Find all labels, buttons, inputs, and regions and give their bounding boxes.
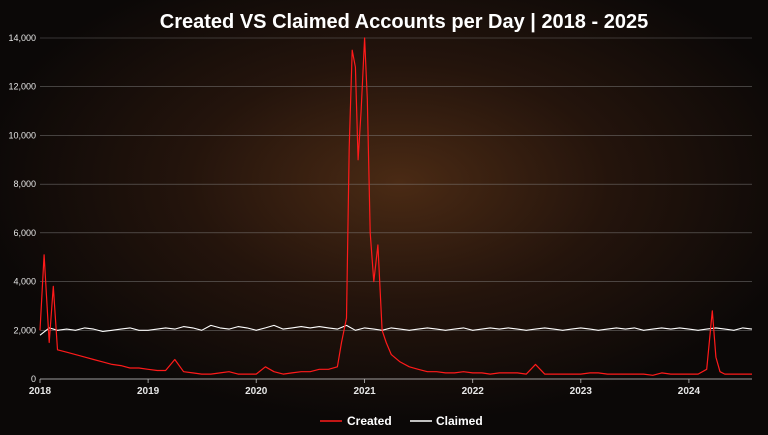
x-tick-label: 2021	[353, 386, 376, 397]
x-tick-label: 2022	[462, 386, 485, 397]
x-tick-label: 2019	[137, 386, 160, 397]
y-tick-label: 10,000	[8, 130, 36, 140]
y-tick-label: 0	[31, 374, 36, 384]
chart-title: Created VS Claimed Accounts per Day | 20…	[160, 11, 648, 33]
series-line-created	[39, 37, 752, 376]
x-axis-ticks: 2018 2019 2020 2021 2022 2023 2024	[29, 379, 701, 397]
y-tick-label: 12,000	[8, 82, 36, 92]
y-tick-label: 14,000	[8, 33, 36, 43]
legend-label-claimed: Claimed	[436, 414, 483, 428]
y-tick-label: 2,000	[13, 325, 36, 335]
x-tick-label: 2023	[570, 386, 593, 397]
x-tick-label: 2018	[29, 386, 52, 397]
series-line-claimed	[39, 324, 753, 336]
x-tick-label: 2024	[678, 386, 701, 397]
x-tick-label: 2020	[245, 386, 268, 397]
y-tick-label: 6,000	[13, 228, 36, 238]
y-tick-label: 4,000	[13, 277, 36, 287]
legend: Created Claimed	[320, 414, 483, 428]
y-axis-ticks: 0 2,000 4,000 6,000 8,000 10,000 12,000 14,000	[8, 33, 36, 384]
legend-label-created: Created	[347, 414, 392, 428]
y-tick-label: 8,000	[13, 179, 36, 189]
gridlines	[40, 37, 752, 380]
series-layer	[39, 37, 753, 376]
